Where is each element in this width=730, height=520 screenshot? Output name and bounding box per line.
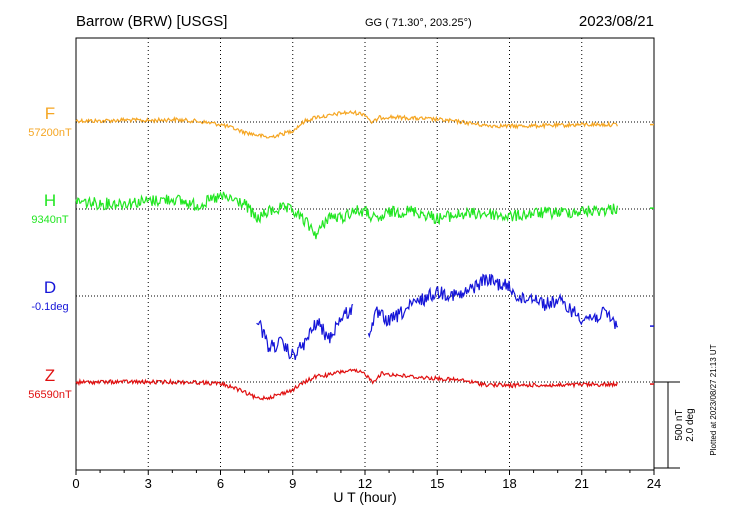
x-tick-label-15: 15 [430,476,444,491]
series-line-Z [75,368,618,401]
series-name-F: F [45,104,55,123]
series-line-D [256,273,618,361]
x-tick-label-12: 12 [358,476,372,491]
x-tick-label-21: 21 [575,476,589,491]
series-labels: F 57200nT H 9340nT D -0.1deg Z 56590nT [28,104,72,401]
plotted-at-label: Plotted at 2023/08/27 21:13 UT [709,344,718,455]
x-tick-label-24: 24 [647,476,661,491]
scale-bar: 500 nT 2.0 deg [654,381,696,469]
series-name-H: H [44,191,56,210]
series-line-F [75,109,618,139]
series-line-H [75,190,618,240]
series-baseline-H: 9340nT [31,214,69,226]
series-baseline-Z: 56590nT [28,389,72,401]
station-title: Barrow (BRW) [USGS] [76,13,227,30]
coordinates-label: GG ( 71.30°, 203.25°) [365,17,472,29]
scale-bar-deg-label: 2.0 deg [685,408,696,441]
series-baseline-F: 57200nT [28,127,72,139]
x-axis: 0 3 6 9 12 15 18 21 24 [72,470,661,491]
x-tick-label-3: 3 [145,476,152,491]
x-tick-label-0: 0 [72,476,79,491]
series-group [75,109,654,401]
x-axis-label: U T (hour) [333,489,396,505]
x-tick-label-9: 9 [289,476,296,491]
grid-lines [147,38,583,470]
x-tick-label-6: 6 [217,476,224,491]
date-label: 2023/08/21 [579,13,654,30]
scale-bar-nt-label: 500 nT [674,409,685,440]
x-tick-label-18: 18 [502,476,516,491]
series-name-D: D [44,278,56,297]
baselines [76,121,654,383]
series-baseline-D: -0.1deg [31,301,68,313]
series-name-Z: Z [45,366,55,385]
